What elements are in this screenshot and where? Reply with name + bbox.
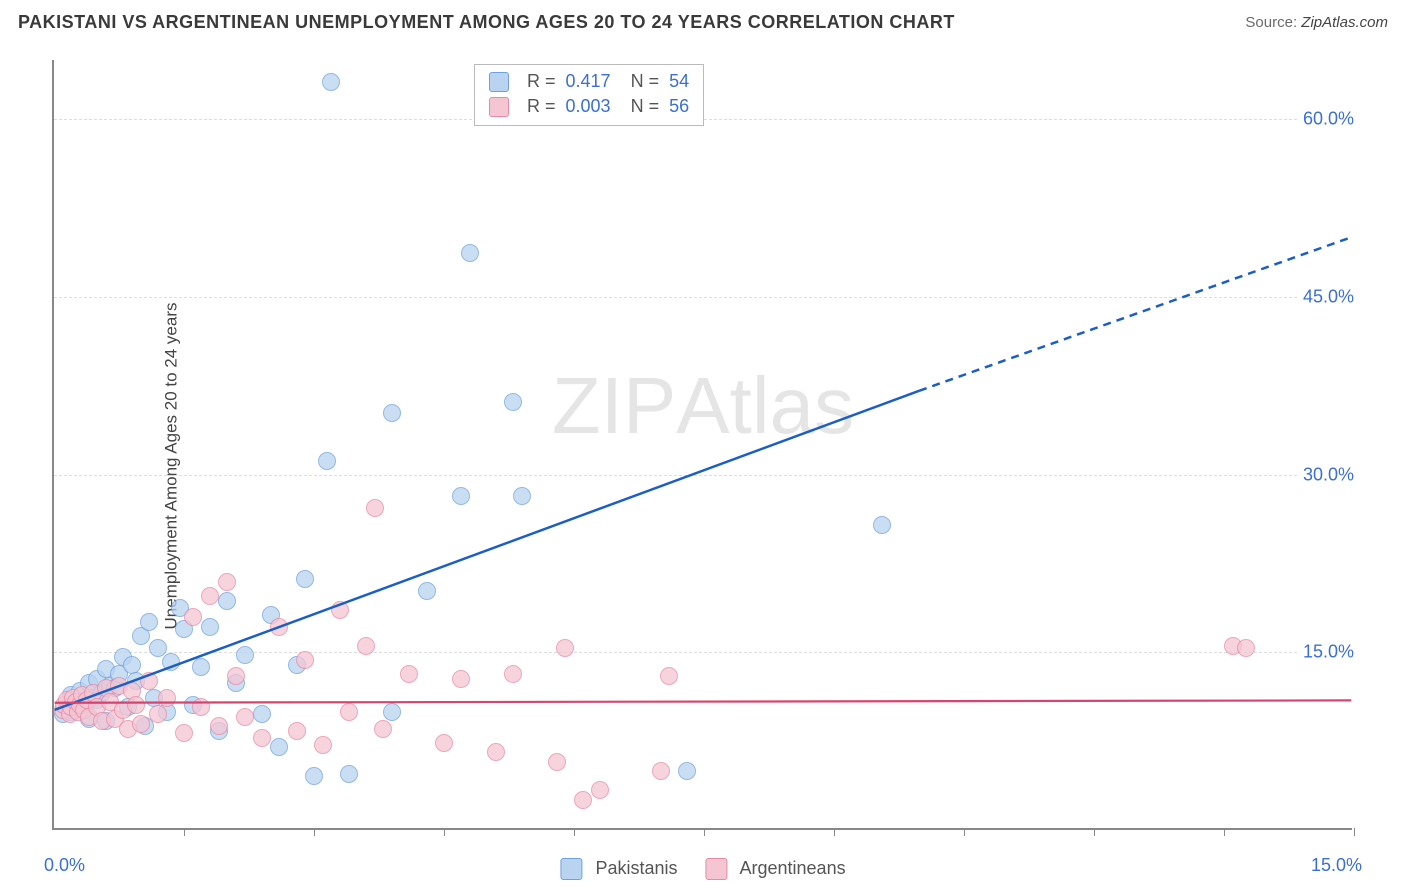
swatch-icon: [560, 858, 582, 880]
trend-line: [919, 237, 1351, 391]
source-attribution: Source: ZipAtlas.com: [1245, 14, 1388, 31]
n-value: 56: [669, 96, 689, 117]
legend-item-pakistanis: Pakistanis: [560, 858, 677, 880]
x-axis-max-label: 15.0%: [1311, 855, 1362, 876]
x-tick: [574, 828, 575, 836]
series-legend: Pakistanis Argentineans: [560, 858, 845, 880]
source-name: ZipAtlas.com: [1301, 14, 1388, 31]
x-tick: [184, 828, 185, 836]
r-value: 0.417: [566, 71, 611, 92]
trend-line: [55, 391, 919, 710]
trend-lines-layer: [54, 60, 1352, 828]
source-prefix: Source:: [1245, 14, 1297, 31]
legend-label: Pakistanis: [595, 858, 677, 878]
x-tick: [444, 828, 445, 836]
chart-title: PAKISTANI VS ARGENTINEAN UNEMPLOYMENT AM…: [18, 12, 955, 33]
n-value: 54: [669, 71, 689, 92]
legend-label: Argentineans: [740, 858, 846, 878]
swatch-icon: [489, 72, 509, 92]
x-tick: [834, 828, 835, 836]
x-tick: [704, 828, 705, 836]
plot-area: ZIPAtlas R = 0.417 N = 54 R = 0.003 N = …: [52, 60, 1352, 830]
legend-row-pakistanis: R = 0.417 N = 54: [489, 69, 689, 94]
x-axis-min-label: 0.0%: [44, 855, 85, 876]
x-tick: [1354, 828, 1355, 836]
correlation-legend: R = 0.417 N = 54 R = 0.003 N = 56: [474, 64, 704, 126]
n-label: N =: [621, 96, 660, 117]
trend-line: [55, 700, 1352, 702]
r-label: R =: [527, 96, 556, 117]
swatch-icon: [489, 97, 509, 117]
x-tick: [314, 828, 315, 836]
r-label: R =: [527, 71, 556, 92]
x-tick: [1094, 828, 1095, 836]
x-tick: [964, 828, 965, 836]
header: PAKISTANI VS ARGENTINEAN UNEMPLOYMENT AM…: [0, 0, 1406, 37]
legend-item-argentineans: Argentineans: [705, 858, 845, 880]
swatch-icon: [705, 858, 727, 880]
r-value: 0.003: [566, 96, 611, 117]
chart-container: Unemployment Among Ages 20 to 24 years Z…: [0, 40, 1406, 892]
n-label: N =: [621, 71, 660, 92]
x-tick: [1224, 828, 1225, 836]
legend-row-argentineans: R = 0.003 N = 56: [489, 94, 689, 119]
